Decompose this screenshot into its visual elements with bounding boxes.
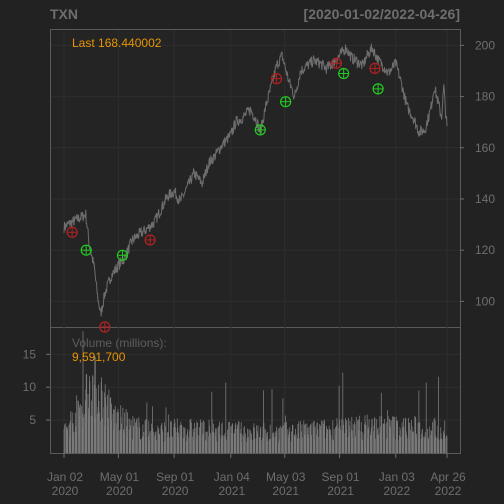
volume-bars — [63, 331, 448, 453]
x-tick-label-year: 2020 — [52, 484, 79, 498]
trade-markers — [66, 57, 384, 333]
x-tick-label-year: 2021 — [327, 484, 354, 498]
x-tick-label: Jan 04 — [214, 470, 250, 484]
x-tick-label-year: 2021 — [218, 484, 245, 498]
x-tick-label-year: 2022 — [383, 484, 410, 498]
x-tick-label: Jan 03 — [379, 470, 415, 484]
x-tick-label-year: 2020 — [106, 484, 133, 498]
price-tick-label: 180 — [475, 90, 495, 104]
x-tick-label-year: 2022 — [435, 484, 462, 498]
x-tick-label: May 01 — [100, 470, 140, 484]
price-series — [63, 43, 448, 317]
grid-lines — [51, 30, 460, 453]
volume-tick-label: 5 — [29, 413, 36, 427]
price-tick-label: 200 — [475, 38, 495, 52]
volume-label: Volume (millions): — [72, 336, 167, 350]
x-tick-label: Sep 01 — [156, 470, 194, 484]
volume-value: 9,591,700 — [72, 350, 126, 364]
price-tick-label: 120 — [475, 243, 495, 257]
price-axis: 100 120 140 160 180 200 — [460, 38, 495, 308]
volume-tick-label: 10 — [23, 380, 37, 394]
x-tick-label: May 03 — [266, 470, 306, 484]
x-tick-label: Jan 02 — [47, 470, 83, 484]
volume-axis: 5 10 15 — [23, 347, 50, 427]
price-tick-label: 100 — [475, 294, 495, 308]
price-tick-label: 160 — [475, 141, 495, 155]
x-tick-label-year: 2020 — [162, 484, 189, 498]
x-tick-label: Sep 01 — [322, 470, 360, 484]
last-price-value: 168.440002 — [98, 36, 162, 50]
last-price-label: Last 168.440002 — [72, 36, 162, 50]
price-tick-label: 140 — [475, 192, 495, 206]
last-label-text: Last — [72, 36, 95, 50]
chart-date-range: [2020-01-02/2022-04-26] — [304, 6, 460, 22]
x-tick-label-year: 2021 — [272, 484, 299, 498]
chart-title: TXN — [50, 6, 78, 22]
volume-tick-label: 15 — [23, 347, 37, 361]
price-line — [63, 43, 448, 317]
x-tick-label: Apr 26 — [430, 470, 466, 484]
